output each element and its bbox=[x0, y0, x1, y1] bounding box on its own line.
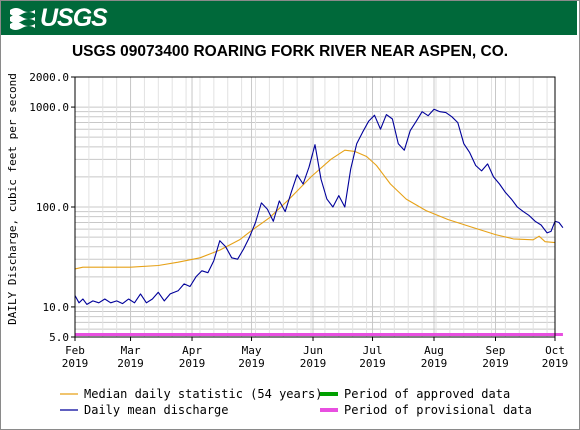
x-tick-month: May bbox=[242, 344, 262, 357]
x-tick-month: Feb bbox=[65, 344, 85, 357]
period-layer bbox=[75, 333, 563, 336]
axis-layer: 2000.01000.0100.010.05.0Feb2019Mar2019Ap… bbox=[29, 71, 568, 370]
x-tick-month: Mar bbox=[121, 344, 141, 357]
usgs-wave-icon bbox=[10, 8, 35, 30]
chart-title: USGS 09073400 ROARING FORK RIVER NEAR AS… bbox=[71, 43, 509, 60]
y-tick-label: 10.0 bbox=[43, 301, 70, 314]
series-layer bbox=[74, 108, 564, 305]
usgs-wordmark: USGS bbox=[40, 4, 108, 32]
x-tick-month: Jul bbox=[363, 344, 383, 357]
x-tick-year: 2019 bbox=[359, 357, 386, 370]
y-axis-label: DAILY Discharge, cubic feet per second bbox=[6, 73, 19, 325]
series-median-line bbox=[74, 149, 556, 270]
x-tick-year: 2019 bbox=[62, 357, 89, 370]
x-tick-year: 2019 bbox=[238, 357, 265, 370]
grid-layer bbox=[74, 76, 556, 338]
x-tick-year: 2019 bbox=[421, 357, 448, 370]
x-tick-month: Sep bbox=[486, 344, 506, 357]
x-tick-year: 2019 bbox=[117, 357, 144, 370]
legend-label: Median daily statistic (54 years) bbox=[84, 387, 322, 401]
x-tick-month: Jun bbox=[303, 344, 323, 357]
x-tick-month: Oct bbox=[545, 344, 565, 357]
legend-label: Daily mean discharge bbox=[84, 403, 229, 417]
x-tick-year: 2019 bbox=[179, 357, 206, 370]
x-tick-year: 2019 bbox=[542, 357, 569, 370]
period-bar-provisional bbox=[75, 333, 563, 336]
y-tick-label: 5.0 bbox=[49, 331, 69, 344]
y-tick-label: 2000.0 bbox=[29, 71, 69, 84]
usgs-logo[interactable]: USGS bbox=[9, 4, 108, 32]
legend-label: Period of approved data bbox=[344, 387, 510, 401]
y-tick-label: 1000.0 bbox=[29, 101, 69, 114]
x-tick-year: 2019 bbox=[300, 357, 327, 370]
usgs-banner: USGS bbox=[1, 1, 577, 35]
y-tick-label: 100.0 bbox=[36, 201, 69, 214]
x-tick-month: Apr bbox=[182, 344, 202, 357]
series-daily-mean-line bbox=[74, 108, 564, 305]
legend-label: Period of provisional data bbox=[344, 403, 532, 417]
x-tick-month: Aug bbox=[424, 344, 444, 357]
legend: Median daily statistic (54 years) Period … bbox=[60, 387, 532, 417]
x-tick-year: 2019 bbox=[482, 357, 509, 370]
